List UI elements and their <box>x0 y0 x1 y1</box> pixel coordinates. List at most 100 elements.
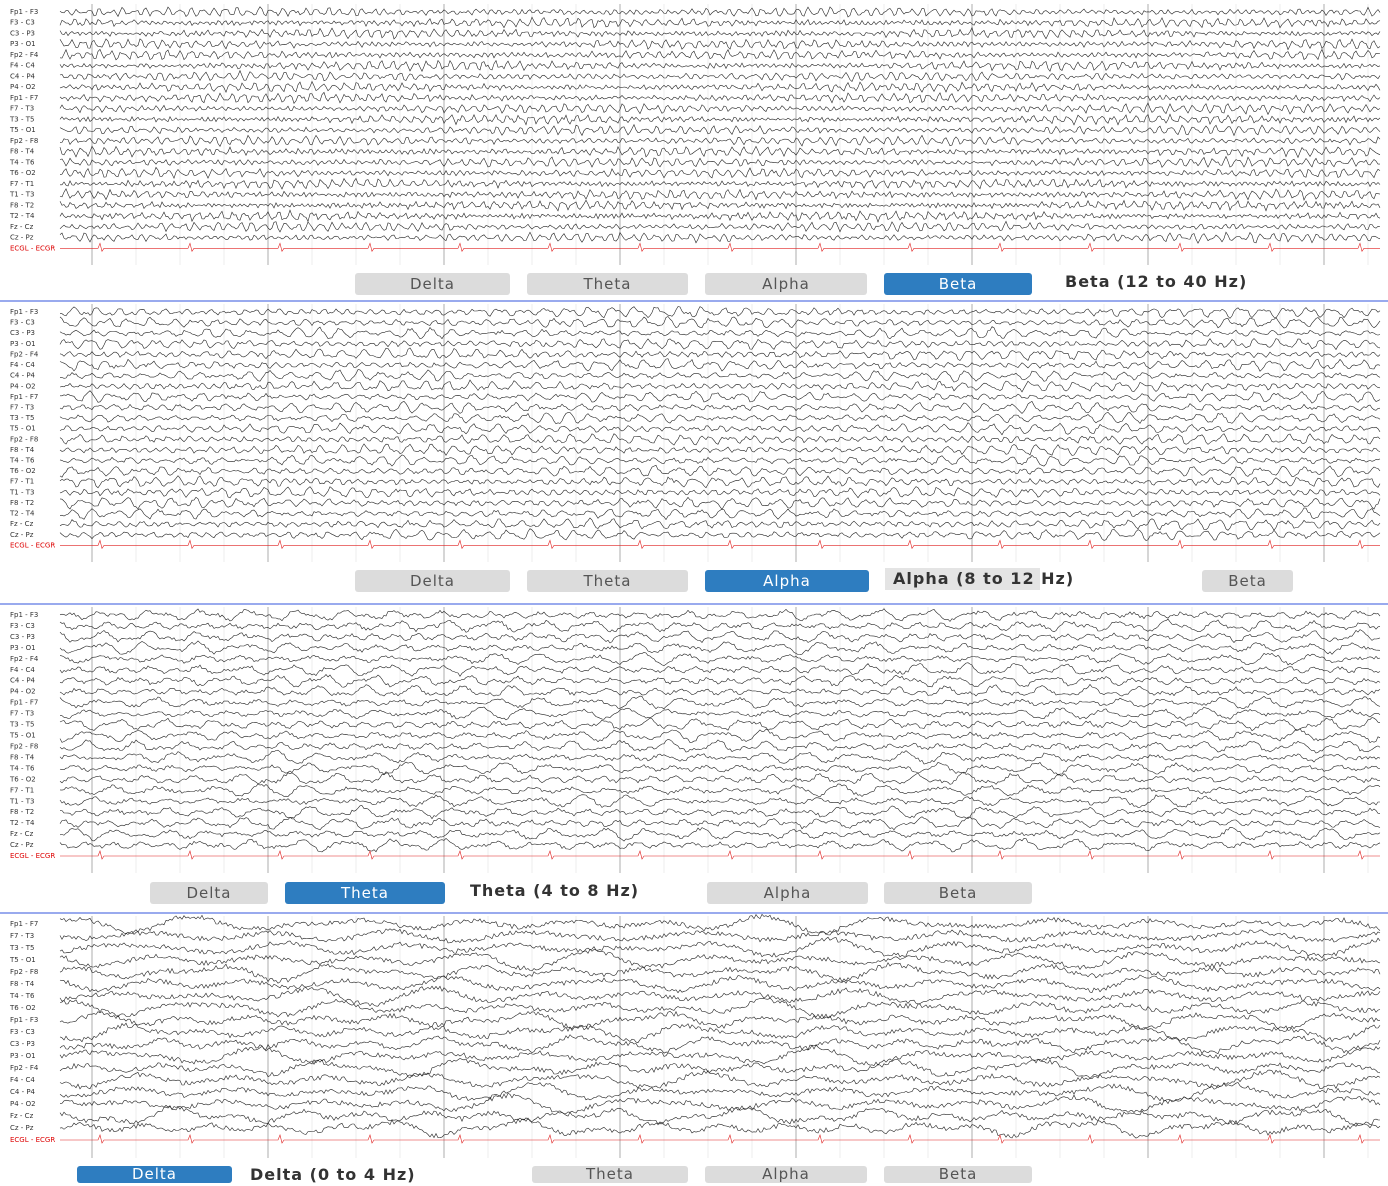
ecg-trace <box>60 851 1380 859</box>
channel-label: P4 - O2 <box>10 83 36 91</box>
eeg-trace <box>60 103 1380 114</box>
channel-label: T3 - T5 <box>9 944 34 952</box>
band-button[interactable]: Delta <box>150 882 268 904</box>
channel-label: T2 - T4 <box>9 212 35 220</box>
ecg-trace <box>60 243 1380 251</box>
channel-label: Fp1 - F3 <box>10 611 38 619</box>
channel-label: T6 - O2 <box>9 1004 36 1012</box>
channel-label: T5 - O1 <box>9 126 36 134</box>
eeg-trace <box>60 937 1380 958</box>
band-button[interactable]: Alpha <box>705 1166 867 1183</box>
band-button[interactable]: Beta <box>1202 570 1293 592</box>
channel-label: F7 - T3 <box>10 403 34 411</box>
eeg-trace <box>60 1070 1380 1089</box>
eeg-trace <box>60 949 1380 971</box>
band-button[interactable]: Theta <box>532 1166 688 1183</box>
channel-label: C3 - P3 <box>10 633 35 641</box>
channel-label: Fz - Cz <box>10 223 34 231</box>
channel-label: C3 - P3 <box>10 1040 35 1048</box>
channel-label: F8 - T4 <box>10 980 35 988</box>
eeg-trace <box>60 838 1380 852</box>
eeg-trace <box>60 391 1380 403</box>
band-button[interactable]: Alpha <box>707 882 868 904</box>
band-button[interactable]: Theta <box>527 273 688 295</box>
eeg-trace <box>60 1059 1380 1079</box>
channel-label: P3 - O1 <box>10 40 36 48</box>
channel-label: F7 - T3 <box>10 105 34 113</box>
channel-label: C4 - P4 <box>10 72 36 80</box>
channel-label: P3 - O1 <box>10 644 36 652</box>
band-button[interactable]: Beta <box>884 273 1032 295</box>
eeg-trace <box>60 146 1380 157</box>
channel-label: Fp1 - F7 <box>10 94 38 102</box>
channel-label: F3 - C3 <box>10 19 35 27</box>
band-button[interactable]: Delta <box>355 570 510 592</box>
channel-label: T6 - O2 <box>9 169 36 177</box>
channel-label: T5 - O1 <box>9 956 36 964</box>
eeg-trace <box>60 529 1380 541</box>
eeg-trace <box>60 750 1380 764</box>
eeg-trace <box>60 914 1380 933</box>
band-button[interactable]: Alpha <box>705 273 867 295</box>
channel-label: F4 - C4 <box>10 62 35 70</box>
channel-label: F8 - T4 <box>10 753 35 761</box>
band-button[interactable]: Delta <box>77 1166 232 1183</box>
channel-label: Fp1 - F3 <box>10 1016 38 1024</box>
eeg-trace <box>60 423 1380 435</box>
eeg-trace <box>60 17 1380 28</box>
band-button[interactable]: Beta <box>884 1166 1032 1183</box>
eeg-trace <box>60 508 1380 520</box>
band-button[interactable]: Beta <box>884 882 1032 904</box>
eeg-trace <box>60 476 1380 488</box>
channel-label: ECGL - ECGR <box>10 541 55 549</box>
band-button[interactable]: Alpha <box>705 570 869 592</box>
eeg-trace <box>60 339 1380 350</box>
eeg-trace <box>60 1083 1380 1102</box>
channel-label: Fp2 - F4 <box>10 350 39 358</box>
channel-label: Cz - Pz <box>10 531 34 539</box>
channel-label: T6 - O2 <box>9 467 36 475</box>
channel-label: T6 - O2 <box>9 775 36 783</box>
channel-label: F7 - T1 <box>10 786 34 794</box>
channel-label: ECGL - ECGR <box>10 244 55 252</box>
channel-label: T5 - O1 <box>9 425 36 433</box>
eeg-trace <box>60 434 1380 445</box>
band-button[interactable]: Theta <box>527 570 688 592</box>
eeg-trace <box>60 92 1380 103</box>
channel-label: F4 - C4 <box>10 361 35 369</box>
channel-label: F3 - C3 <box>10 622 35 630</box>
eeg-trace <box>60 71 1380 82</box>
channel-label: T1 - T3 <box>9 797 34 805</box>
eeg-trace <box>60 82 1380 93</box>
band-label: Theta (4 to 8 Hz) <box>470 880 700 902</box>
eeg-trace <box>60 663 1380 677</box>
channel-label: T4 - T6 <box>9 457 35 465</box>
eeg-trace <box>60 232 1380 243</box>
eeg-trace <box>60 157 1380 168</box>
band-label: Beta (12 to 40 Hz) <box>1065 271 1325 293</box>
eeg-trace <box>60 412 1380 424</box>
band-button[interactable]: Delta <box>355 273 510 295</box>
channel-label: T1 - T3 <box>9 488 34 496</box>
channel-label: Fp1 - F7 <box>10 393 38 401</box>
eeg-trace <box>60 1011 1380 1030</box>
eeg-trace <box>60 784 1380 797</box>
channel-label: ECGL - ECGR <box>10 852 55 860</box>
eeg-trace <box>60 49 1380 59</box>
channel-label: P4 - O2 <box>10 1100 36 1108</box>
channel-label: Fz - Cz <box>10 1112 34 1120</box>
eeg-trace <box>60 348 1380 361</box>
band-button[interactable]: Theta <box>285 882 445 904</box>
eeg-trace <box>60 210 1380 222</box>
channel-label: Cz - Pz <box>10 1124 34 1132</box>
eeg-trace <box>60 963 1380 984</box>
eeg-trace <box>60 1035 1380 1054</box>
channel-label: Fp1 - F7 <box>10 699 38 707</box>
eeg-trace <box>60 641 1380 655</box>
channel-label: F3 - C3 <box>10 1028 35 1036</box>
eeg-trace <box>60 178 1380 189</box>
channel-label: T5 - O1 <box>9 732 36 740</box>
